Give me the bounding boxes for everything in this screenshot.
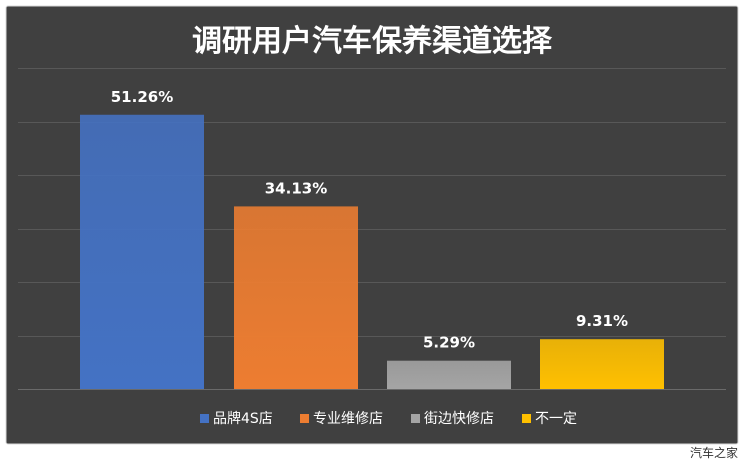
bars xyxy=(80,114,664,389)
data-label-1: 51.26% xyxy=(111,88,173,106)
legend-swatch-4 xyxy=(522,414,531,423)
data-label-2: 34.13% xyxy=(265,179,327,197)
data-label-3: 5.29% xyxy=(423,334,475,352)
bar-3 xyxy=(387,360,511,389)
legend-label-1: 品牌4S店 xyxy=(213,410,273,427)
legend-swatch-1 xyxy=(200,414,209,423)
bar-2 xyxy=(234,206,358,389)
legend: 品牌4S店 专业维修店 街边快修店 不一定 xyxy=(200,410,577,427)
watermark-text: 汽车之家 xyxy=(689,446,738,460)
bar-4 xyxy=(540,339,664,389)
data-labels: 51.26% 34.13% 5.29% 9.31% xyxy=(111,88,628,352)
legend-label-4: 不一定 xyxy=(535,411,577,427)
chart-title: 调研用户汽车保养渠道选择 xyxy=(192,24,553,59)
legend-label-3: 街边快修店 xyxy=(424,411,494,427)
legend-swatch-2 xyxy=(300,414,309,423)
bar-1 xyxy=(80,114,204,389)
data-label-4: 9.31% xyxy=(576,312,628,330)
legend-swatch-3 xyxy=(411,414,420,423)
legend-label-2: 专业维修店 xyxy=(313,411,383,427)
